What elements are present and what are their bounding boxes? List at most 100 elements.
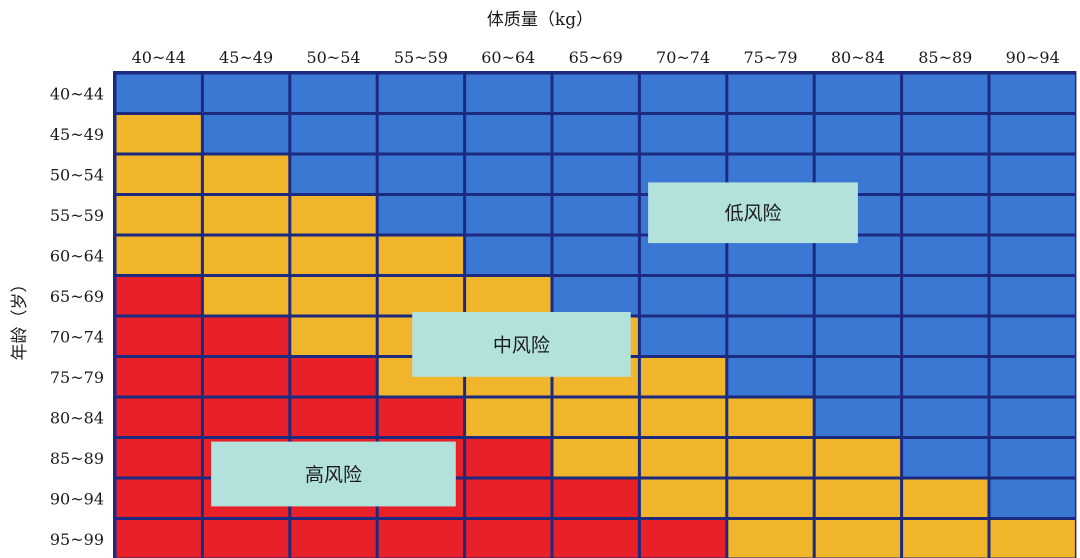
heatmap-cell xyxy=(728,277,813,315)
x-axis-title: 体质量（kg） xyxy=(487,10,593,30)
heatmap-cell xyxy=(903,196,988,234)
heatmap-cell xyxy=(990,236,1075,274)
y-tick-label: 65~69 xyxy=(50,287,104,306)
risk-zone-label: 高风险 xyxy=(305,464,362,486)
x-tick-label: 75~79 xyxy=(743,48,797,67)
heatmap-cell xyxy=(903,520,988,558)
heatmap-cell xyxy=(203,196,289,234)
heatmap-cell xyxy=(116,115,201,153)
heatmap-cell xyxy=(291,520,376,558)
heatmap-cell xyxy=(903,479,988,517)
heatmap-cell xyxy=(203,236,289,274)
heatmap-cell xyxy=(903,115,988,153)
x-tick-label: 90~94 xyxy=(1006,48,1060,67)
risk-zone-label: 中风险 xyxy=(493,334,550,356)
y-axis-title: 年龄（岁） xyxy=(10,276,30,361)
x-tick-labels: 40~44 45~49 50~54 55~59 60~64 65~69 70~74 75~79… xyxy=(132,48,1060,67)
heatmap-cell xyxy=(291,115,376,153)
heatmap-cell xyxy=(728,520,813,558)
x-tick-label: 70~74 xyxy=(656,48,710,67)
heatmap-cell xyxy=(728,479,813,517)
heatmap-cell xyxy=(203,277,289,315)
heatmap-cell xyxy=(990,115,1075,153)
heatmap-cell xyxy=(553,115,638,153)
heatmap-cell xyxy=(116,196,201,234)
heatmap-cell xyxy=(291,358,376,396)
heatmap-cell xyxy=(640,115,726,153)
heatmap-cell xyxy=(990,439,1075,477)
x-tick-label: 80~84 xyxy=(831,48,885,67)
heatmap-cell xyxy=(553,439,638,477)
heatmap-cell xyxy=(815,74,901,112)
heatmap-cell xyxy=(203,155,289,193)
heatmap-cell xyxy=(116,520,201,558)
heatmap-cell xyxy=(378,115,464,153)
heatmap-cell xyxy=(116,439,201,477)
heatmap-cell xyxy=(553,155,638,193)
heatmap-cell xyxy=(116,358,201,396)
heatmap-cell xyxy=(728,398,813,436)
x-tick-label: 50~54 xyxy=(306,48,360,67)
heatmap-cell xyxy=(553,520,638,558)
heatmap-cell xyxy=(291,398,376,436)
heatmap-cell xyxy=(990,277,1075,315)
heatmap-cell xyxy=(728,358,813,396)
heatmap-cell xyxy=(815,398,901,436)
risk-zone-label: 低风险 xyxy=(724,203,781,225)
heatmap-cell xyxy=(990,317,1075,355)
heatmap-cell xyxy=(378,520,464,558)
heatmap-cell xyxy=(640,277,726,315)
heatmap-cell xyxy=(553,479,638,517)
heatmap-cell xyxy=(466,74,551,112)
heatmap-cell xyxy=(640,74,726,112)
heatmap-cell xyxy=(466,155,551,193)
x-tick-label: 45~49 xyxy=(219,48,273,67)
heatmap-cell xyxy=(553,277,638,315)
y-tick-label: 60~64 xyxy=(50,246,104,265)
heatmap-cell xyxy=(203,520,289,558)
heatmap-cell xyxy=(815,479,901,517)
heatmap-cell xyxy=(116,236,201,274)
heatmap-cell xyxy=(291,236,376,274)
y-tick-label: 70~74 xyxy=(50,327,104,346)
heatmap-cell xyxy=(903,317,988,355)
heatmap-cell xyxy=(990,358,1075,396)
y-tick-label: 50~54 xyxy=(50,165,104,184)
heatmap-cell xyxy=(728,115,813,153)
heatmap-cell xyxy=(815,317,901,355)
heatmap-cell xyxy=(990,196,1075,234)
heatmap-cell xyxy=(640,398,726,436)
risk-zone-box xyxy=(648,182,858,244)
heatmap-cell xyxy=(815,277,901,315)
risk-zone-box xyxy=(412,312,631,377)
x-tick-label: 55~59 xyxy=(394,48,448,67)
heatmap-cell xyxy=(291,196,376,234)
heatmap-cell xyxy=(466,439,551,477)
heatmap-cell xyxy=(903,358,988,396)
heatmap-cell xyxy=(203,317,289,355)
y-tick-label: 90~94 xyxy=(50,489,104,508)
heatmap-cell xyxy=(203,398,289,436)
y-tick-label: 85~89 xyxy=(50,449,104,468)
heatmap-cell xyxy=(466,115,551,153)
heatmap-cell xyxy=(378,236,464,274)
heatmap-cell xyxy=(990,398,1075,436)
heatmap-cell xyxy=(990,74,1075,112)
heatmap-cell xyxy=(291,74,376,112)
heatmap-cell xyxy=(640,439,726,477)
heatmap-cell xyxy=(640,317,726,355)
heatmap-cell xyxy=(728,439,813,477)
heatmap-cell xyxy=(553,398,638,436)
heatmap-cell xyxy=(466,236,551,274)
heatmap-cell xyxy=(378,277,464,315)
heatmap-cell xyxy=(378,196,464,234)
heatmap-cell xyxy=(116,398,201,436)
heatmap-cell xyxy=(815,439,901,477)
heatmap-cell xyxy=(990,155,1075,193)
heatmap-cell xyxy=(116,155,201,193)
risk-zone-box xyxy=(211,441,456,507)
heatmap-cell xyxy=(903,155,988,193)
x-tick-label: 65~69 xyxy=(569,48,623,67)
